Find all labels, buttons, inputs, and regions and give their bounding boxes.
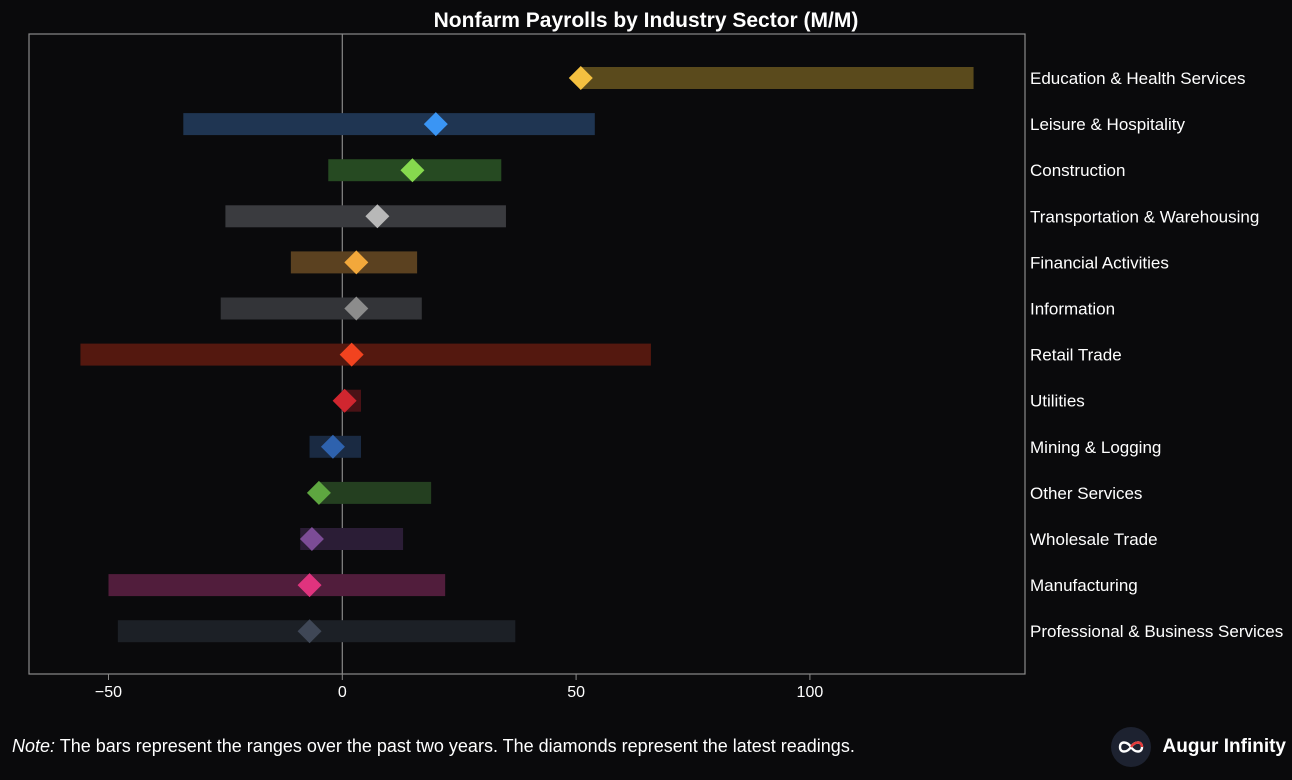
range-bar [318,481,432,504]
category-label: Transportation & Warehousing [1030,207,1259,226]
category-label: Financial Activities [1030,253,1169,272]
latest-diamond [568,66,593,90]
chart-title: Nonfarm Payrolls by Industry Sector (M/M… [434,9,859,32]
latest-markers [297,66,593,644]
x-tick-label: 0 [338,684,347,701]
category-label: Manufacturing [1030,576,1138,595]
range-bar [220,297,422,320]
range-bar [300,528,404,550]
x-tick-label: 100 [797,684,824,701]
latest-diamond [297,619,322,644]
x-tick-label: 50 [567,684,585,701]
category-label: Leisure & Hospitality [1030,115,1185,134]
brand: Augur Infinity [1110,727,1286,767]
range-bar [580,67,974,89]
category-label: Retail Trade [1030,346,1122,365]
note-text: The bars represent the ranges over the p… [55,736,855,756]
plot-frame [28,33,1026,675]
latest-diamond [344,250,369,275]
category-label: Utilities [1030,392,1085,411]
category-label: Mining & Logging [1030,438,1161,457]
brand-name: Augur Infinity [1162,736,1286,757]
latest-diamond [344,296,369,321]
footer-note: Note: The bars represent the ranges over… [12,736,855,757]
range-bars [80,67,974,643]
latest-diamond [339,342,364,367]
latest-diamond [365,204,390,229]
range-bar [108,574,446,597]
category-labels: Education & Health Services Leisure & Hos… [1030,69,1283,641]
category-label: Professional & Business Services [1030,622,1283,641]
x-axis-ticks: −50 0 50 100 [95,674,823,701]
latest-diamond [400,158,425,183]
latest-diamond [320,434,345,459]
x-tick-label: −50 [95,684,122,701]
range-bar [80,343,651,366]
range-bar [183,113,595,136]
note-prefix: Note: [12,736,56,756]
latest-diamond [306,480,331,505]
category-label: Other Services [1030,484,1142,503]
latest-diamond [423,112,448,137]
latest-diamond [297,573,322,598]
category-label: Information [1030,300,1115,319]
category-label: Construction [1030,161,1125,180]
latest-diamond [299,527,324,551]
latest-diamond [332,388,357,413]
category-label: Education & Health Services [1030,69,1245,88]
category-label: Wholesale Trade [1030,530,1158,549]
infinity-logo-icon [1110,727,1151,767]
